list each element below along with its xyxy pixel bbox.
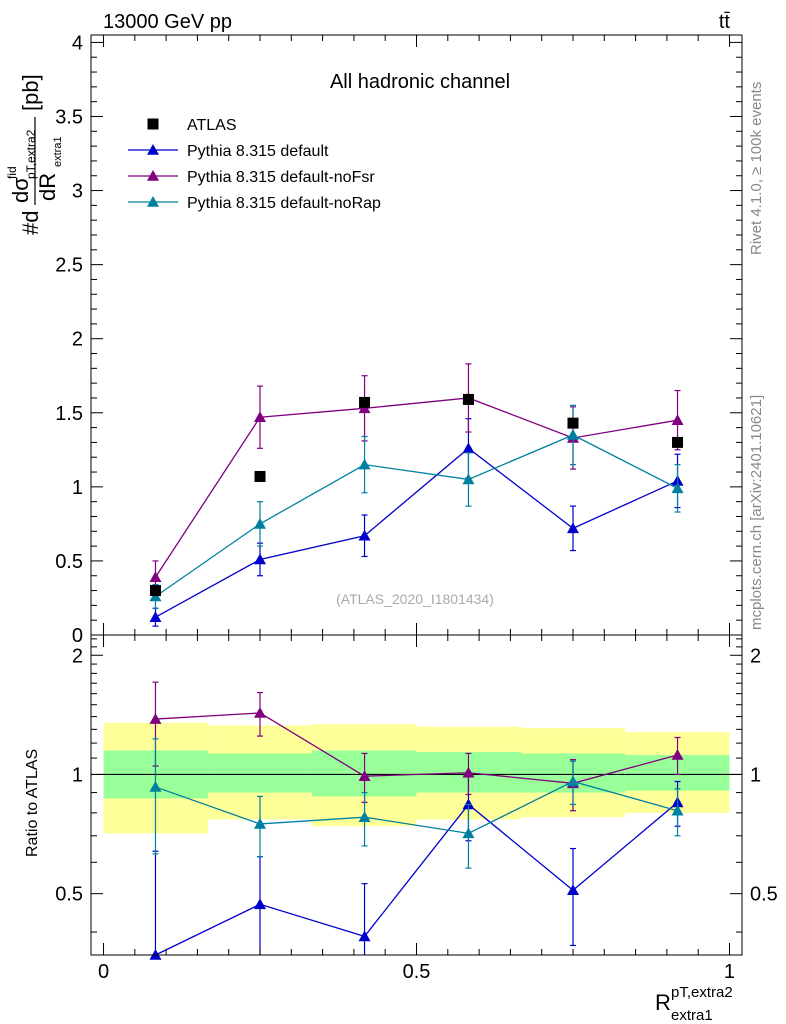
x-tick-label: 0.5 [403, 961, 431, 983]
atlas-data-point [359, 396, 371, 408]
watermark: (ATLAS_2020_I1801434) [336, 591, 494, 607]
data-point-ratio [462, 827, 475, 839]
x-label-main: R [655, 990, 671, 1015]
legend-marker [147, 144, 159, 155]
y-tick-label: 4 [72, 32, 83, 54]
y-tick-label: 2.5 [55, 255, 83, 277]
data-point-ratio [254, 817, 267, 829]
rivet-version-label: Rivet 4.1.0, ≥ 100k events [748, 82, 765, 255]
y-label-hash-d: #d [18, 211, 43, 235]
x-tick-label: 0 [98, 961, 109, 983]
ratio-y-tick-label-right: 2 [750, 645, 761, 667]
legend-label-atlas: ATLAS [187, 117, 237, 134]
ratio-plot-marks [91, 681, 742, 960]
ratio-y-tick-label-right: 1 [750, 764, 761, 786]
data-point-main [254, 411, 267, 423]
data-point-main [462, 473, 475, 485]
y-tick-label: 3.5 [55, 106, 83, 128]
data-point-ratio [149, 713, 162, 724]
y-label-sigma: dσ [8, 177, 33, 203]
data-point-main [671, 414, 684, 425]
atlas-data-point [149, 585, 161, 597]
ratio-panel: 0.5 0.51 12 2 0 0.5 1 Ratio to ATLAS [24, 634, 778, 983]
y-label-sigma-sub: pT,extra2 [24, 129, 38, 179]
data-point-main [462, 442, 475, 454]
data-point-ratio [254, 706, 267, 718]
legend-marker-atlas [147, 118, 159, 130]
chart-title: All hadronic channel [330, 71, 510, 93]
y-label-dR-sub: extra1 [52, 136, 64, 167]
atlas-data-point [672, 436, 684, 448]
series-line-ratio [155, 712, 678, 784]
legend-marker [147, 170, 159, 181]
data-point-main [671, 482, 684, 494]
data-point-ratio [462, 766, 475, 778]
data-point-ratio [149, 780, 162, 792]
y-tick-label: 0 [72, 625, 83, 647]
data-point-ratio [358, 811, 371, 822]
process-label: tt̄ [719, 11, 731, 33]
x-tick-label: 1 [724, 961, 735, 983]
atlas-data-point [462, 393, 474, 405]
legend-label: Pythia 8.315 default [187, 143, 329, 160]
data-point-main [149, 571, 162, 583]
data-point-ratio [358, 930, 371, 942]
legend-label: Pythia 8.315 default-noRap [187, 195, 381, 212]
main-x-ticks [103, 35, 730, 635]
data-point-ratio [671, 804, 684, 816]
ratio-y-tick-label: 2 [72, 645, 83, 667]
atlas-data-point [254, 470, 266, 482]
legend-marker [147, 196, 159, 207]
data-point-ratio [671, 748, 684, 760]
main-plot-marks [149, 363, 684, 627]
atlas-data-point [567, 417, 579, 429]
y-tick-label: 1.5 [55, 403, 83, 425]
series-line-main [154, 397, 678, 578]
y-label-unit: [pb] [18, 74, 43, 111]
x-label-sub: extra1 [671, 1007, 713, 1024]
ratio-y-tick-label-right: 0.5 [750, 884, 778, 906]
energy-label: 13000 GeV pp [103, 11, 232, 33]
data-point-main [358, 529, 371, 541]
x-axis-label: R pT,extra2 extra1 [655, 984, 733, 1024]
series-line-main [155, 434, 678, 598]
ratio-y-tick-label: 0.5 [55, 884, 83, 906]
data-point-main [254, 553, 267, 565]
x-label-sup: pT,extra2 [671, 984, 733, 1001]
mcplots-label: mcplots.cern.ch [arXiv:2401.10621] [748, 395, 765, 630]
data-point-ratio [149, 949, 162, 960]
ratio-y-label: Ratio to ATLAS [24, 749, 41, 857]
y-label-dR: dR [35, 173, 60, 201]
series-line-ratio [155, 801, 678, 956]
series-line-ratio [155, 780, 678, 835]
data-point-main [254, 517, 267, 529]
data-point-ratio [358, 770, 371, 781]
y-tick-label: 0.5 [55, 551, 83, 573]
ratio-y-axis: 0.5 0.5 1 1 2 2 [55, 638, 778, 933]
data-point-main [566, 522, 579, 534]
data-point-ratio [566, 775, 579, 787]
main-y-axis: 0 0.5 1 1.5 2 2.5 3 3.5 4 [55, 32, 742, 647]
y-tick-label: 3 [72, 181, 83, 203]
data-point-main [358, 458, 371, 470]
data-point-main [566, 429, 579, 440]
ratio-band-green [208, 753, 312, 793]
series-line-main [155, 447, 678, 618]
x-axis: 0 0.5 1 [98, 635, 735, 983]
legend: ATLAS Pythia 8.315 default Pythia 8.315 de… [128, 117, 381, 212]
data-point-ratio [566, 884, 579, 896]
data-point-ratio [254, 898, 267, 910]
main-y-label: #d dσ fid pT,extra2 dR extra1 [pb] [5, 74, 64, 235]
main-panel: 0 0.5 1 1.5 2 2.5 3 3.5 4 All hadronic channel (… [55, 32, 743, 647]
y-tick-label: 1 [72, 477, 83, 499]
data-point-main [149, 611, 162, 623]
legend-label: Pythia 8.315 default-noFsr [187, 169, 375, 186]
y-tick-label: 2 [72, 329, 83, 351]
y-label-sigma-sup: fid [5, 166, 19, 179]
ratio-y-tick-label: 1 [72, 764, 83, 786]
